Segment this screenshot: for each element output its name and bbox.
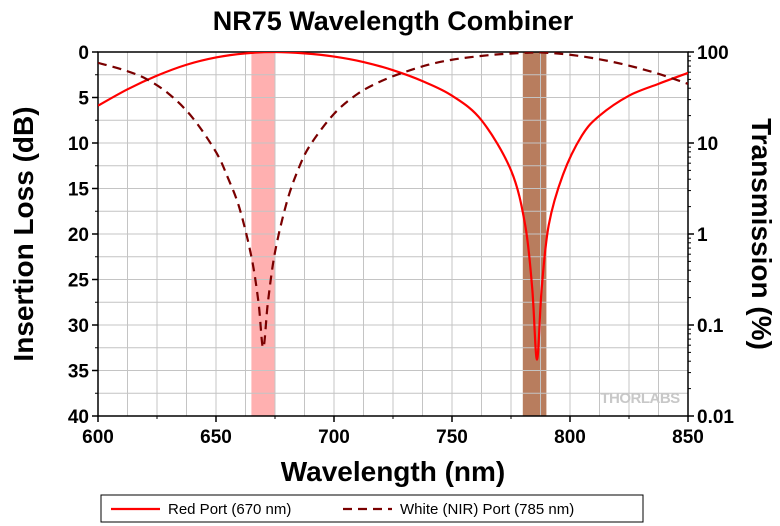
y-tick-label: 40 xyxy=(68,407,89,428)
x-tick-label: 650 xyxy=(200,427,232,448)
y2-tick-label: 10 xyxy=(697,134,718,155)
thorlabs-watermark: THORLABS xyxy=(600,390,680,407)
y-tick-label: 10 xyxy=(68,134,89,155)
y2-axis-label: Transmission (%) xyxy=(746,118,777,350)
x-tick-label: 700 xyxy=(318,427,350,448)
y2-tick-label: 1 xyxy=(697,225,708,246)
axis-ticks xyxy=(92,51,694,422)
y-tick-label: 25 xyxy=(68,271,90,292)
legend: Red Port (670 nm) White (NIR) Port (785 … xyxy=(100,494,644,523)
legend-label-red-port: Red Port (670 nm) xyxy=(168,501,291,518)
y2-tick-label: 0.01 xyxy=(697,407,734,428)
y-tick-label: 5 xyxy=(78,89,89,110)
y-tick-label: 15 xyxy=(68,180,90,201)
series-white-port-line xyxy=(98,52,688,349)
x-tick-label: 850 xyxy=(672,427,704,448)
series-red-port-line xyxy=(98,52,688,361)
x-tick-label: 800 xyxy=(554,427,586,448)
y-tick-label: 20 xyxy=(68,225,89,246)
chart-title: NR75 Wavelength Combiner xyxy=(213,6,574,36)
y-tick-label: 30 xyxy=(68,316,89,337)
series-lines xyxy=(98,52,688,361)
tick-labels: 600 650 700 750 800 850 0 5 10 15 20 25 30 35 40 100 10 1… xyxy=(68,43,735,448)
grid-lines xyxy=(98,52,688,416)
y-tick-label: 35 xyxy=(68,362,90,383)
y-axis-label: Insertion Loss (dB) xyxy=(8,106,39,361)
x-axis-label: Wavelength (nm) xyxy=(281,456,506,487)
legend-box xyxy=(100,494,644,523)
legend-label-white-port: White (NIR) Port (785 nm) xyxy=(400,501,574,518)
x-tick-label: 750 xyxy=(436,427,468,448)
y2-tick-label: 100 xyxy=(697,43,729,64)
x-tick-label: 600 xyxy=(82,427,114,448)
y-tick-label: 0 xyxy=(78,43,89,64)
y2-tick-label: 0.1 xyxy=(697,316,724,337)
